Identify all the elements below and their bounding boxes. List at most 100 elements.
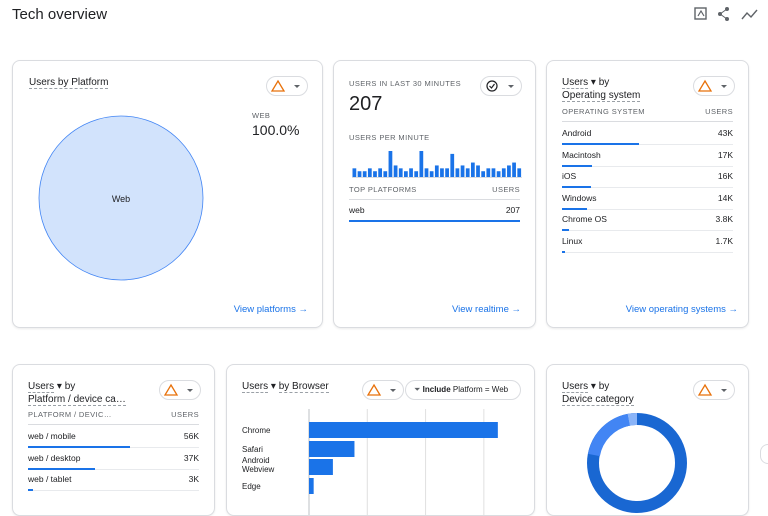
by-text: by	[598, 381, 610, 392]
minute-bar	[445, 168, 449, 177]
card-title[interactable]: Users by Platform	[29, 77, 109, 89]
minute-bar	[507, 165, 511, 177]
minute-bar	[404, 171, 408, 177]
warning-button[interactable]	[693, 380, 735, 400]
row-label: Android	[562, 128, 592, 138]
row-value: 43K	[717, 128, 733, 138]
dimension-picker[interactable]: Platform / device ca…	[28, 394, 126, 406]
row-bar	[562, 229, 569, 231]
table-row: Android 43K	[562, 123, 733, 145]
table-row: web / tablet 3K	[28, 469, 199, 491]
dimension-picker[interactable]: Device category	[562, 394, 634, 406]
dimension-picker[interactable]: by Browser	[278, 381, 329, 393]
table-row: Windows 14K	[562, 188, 733, 210]
metric-picker[interactable]: Users	[562, 381, 589, 393]
metric-picker[interactable]: Users	[242, 381, 269, 393]
donut-slice	[627, 413, 638, 426]
row-value: 14K	[717, 192, 733, 203]
row-value: 3.8K	[715, 214, 734, 224]
row-bar	[562, 250, 566, 253]
by-text: by	[598, 77, 610, 88]
page-title: Tech overview	[12, 6, 108, 23]
slice-label: Web	[112, 194, 130, 204]
row-bar	[562, 164, 593, 167]
filter-text: Platform = Web	[452, 385, 509, 394]
link-text[interactable]: View realtime	[452, 304, 509, 315]
filter-verb: Include	[422, 385, 451, 394]
column-header: PLATFORM / DEVIC…	[28, 410, 112, 419]
row-value: 56K	[183, 431, 199, 441]
row-bar	[28, 467, 96, 470]
row-value: 1.7K	[715, 235, 734, 246]
minute-bar	[419, 151, 424, 177]
bar	[309, 459, 333, 475]
table-header: TOP PLATFORMS USERS	[349, 185, 520, 200]
browser-chart: Chrome Safari Android Webview Edge	[242, 409, 498, 515]
row-value: 3K	[188, 474, 199, 484]
minute-bar	[367, 168, 372, 177]
minute-bar	[393, 165, 398, 177]
row-label: Macintosh	[562, 149, 601, 160]
view-link[interactable]: View operating systems →	[625, 304, 738, 315]
minute-bar	[476, 165, 480, 177]
row-bar	[28, 489, 34, 491]
column-header: USERS	[171, 410, 199, 419]
category-label: Safari	[242, 445, 263, 454]
device-card: Users ▾ by Device category	[546, 364, 749, 516]
category-label: Android Webview	[242, 456, 275, 474]
link-text[interactable]: View operating systems	[625, 304, 726, 315]
minute-bar	[491, 168, 496, 177]
filter-chip[interactable]: ⏷ Include Platform = Web	[405, 380, 521, 400]
minute-bar	[496, 171, 501, 177]
realtime-card: USERS IN LAST 30 MINUTES 207 USERS PER M…	[333, 60, 536, 328]
donut-slice	[588, 413, 631, 457]
warning-button[interactable]	[693, 76, 735, 96]
minute-bar	[388, 151, 393, 177]
row-bar	[28, 446, 130, 448]
minute-bar	[517, 168, 522, 177]
os-card: Users ▾ by Operating system OPERATING SY…	[546, 60, 749, 328]
warning-button[interactable]	[159, 380, 201, 400]
view-link[interactable]: View realtime →	[452, 304, 521, 315]
browser-card: Users ▾ by Browser ⏷ Include Platform = …	[226, 364, 535, 516]
minute-bar	[465, 168, 470, 177]
warning-button[interactable]	[266, 76, 308, 96]
donut-chart	[587, 413, 687, 513]
warning-button[interactable]	[362, 380, 404, 400]
category-label: Edge	[242, 482, 261, 491]
header-icons[interactable]	[690, 5, 762, 23]
page: Tech overview Users by Platform Web WEB …	[12, 5, 768, 516]
minute-bar	[460, 165, 465, 177]
device-platform-card: Users ▾ by Platform / device ca… PLATFOR…	[12, 364, 215, 516]
status-button[interactable]	[480, 76, 522, 96]
row-label: Linux	[562, 235, 583, 246]
bar	[309, 422, 498, 438]
minute-bar	[409, 168, 413, 177]
bar	[309, 441, 355, 457]
pie-slice	[38, 115, 204, 281]
table-header: PLATFORM / DEVIC… USERS	[28, 410, 199, 425]
metric-picker[interactable]: Users	[28, 381, 55, 393]
row-bar	[349, 220, 520, 222]
view-link[interactable]: View platforms →	[233, 304, 308, 315]
minute-bar	[512, 162, 516, 177]
link-text[interactable]: View platforms	[233, 304, 296, 315]
bar	[309, 478, 314, 494]
dimension-picker[interactable]: Operating system	[562, 90, 641, 102]
row-label: web / desktop	[28, 452, 81, 463]
row-bar	[562, 207, 588, 210]
minute-bar	[440, 168, 444, 177]
row-bar	[562, 186, 591, 188]
minute-bar	[470, 162, 475, 177]
table-row: Chrome OS 3.8K	[562, 209, 733, 231]
table-row: Macintosh 17K	[562, 145, 733, 167]
scroll-handle[interactable]	[760, 444, 768, 464]
minute-bar	[352, 168, 357, 177]
column-header: OPERATING SYSTEM	[562, 107, 645, 116]
row-value: 17K	[717, 149, 733, 160]
metric-picker[interactable]: Users	[562, 77, 589, 89]
pie-chart: Web	[38, 115, 204, 281]
column-header: USERS	[492, 185, 520, 194]
table-header: OPERATING SYSTEM USERS	[562, 107, 733, 122]
row-label: web	[349, 205, 365, 215]
